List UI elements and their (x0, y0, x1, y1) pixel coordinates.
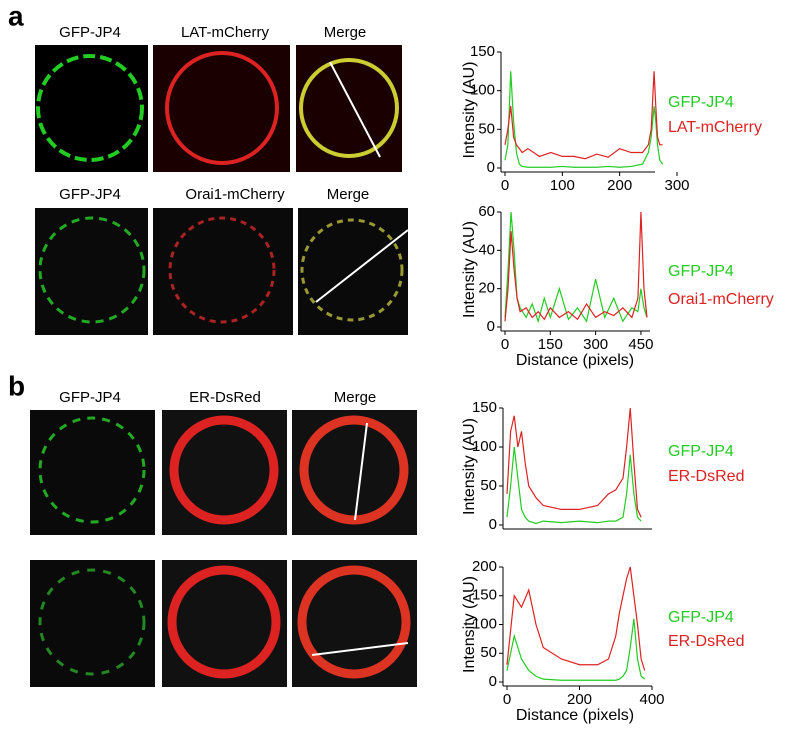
x-axis-label: Distance (pixels) (516, 352, 634, 369)
y-tick-label: 0 (489, 516, 497, 533)
x-tick-label: 200 (607, 177, 632, 194)
data-line (506, 407, 642, 518)
y-axis-label: Intensity (AU) (461, 418, 478, 515)
x-tick-label: 100 (550, 177, 575, 194)
y-axis-label: Intensity (AU) (461, 62, 478, 159)
y-tick-label: 50 (480, 477, 497, 494)
data-line (506, 446, 642, 525)
legend-entry: GFP-JP4 (668, 263, 734, 280)
x-tick-label: 300 (664, 177, 689, 194)
y-tick-label: 0 (487, 318, 495, 335)
image-label: Merge (324, 24, 367, 41)
data-line (504, 211, 648, 322)
legend-entry: Orai1-mCherry (668, 291, 774, 308)
data-line (504, 71, 664, 168)
data-line (506, 618, 646, 681)
x-tick-label: 0 (503, 691, 511, 708)
legend-entry: LAT-mCherry (668, 119, 762, 136)
image-label: GFP-JP4 (59, 186, 121, 203)
data-line (504, 71, 663, 160)
micrographs (30, 45, 417, 687)
legend-entry: GFP-JP4 (668, 443, 734, 460)
y-tick-label: 60 (478, 203, 495, 220)
legend-entry: GFP-JP4 (668, 94, 734, 111)
y-tick-label: 100 (470, 82, 495, 99)
image-label: GFP-JP4 (59, 389, 121, 406)
y-tick-label: 150 (472, 587, 497, 604)
x-tick-label: 0 (501, 336, 509, 353)
legend-entry: GFP-JP4 (668, 609, 734, 626)
data-line (504, 211, 648, 324)
y-tick-label: 0 (489, 673, 497, 690)
y-tick-label: 150 (472, 399, 497, 416)
x-tick-label: 0 (501, 177, 509, 194)
image-label: LAT-mCherry (181, 24, 270, 41)
y-tick-label: 50 (478, 120, 495, 137)
y-tick-label: 100 (472, 615, 497, 632)
y-axis-label: Intensity (AU) (461, 576, 478, 673)
legend-entry: ER-DsRed (668, 633, 744, 650)
image-label: Merge (334, 389, 377, 406)
x-tick-label: 150 (538, 336, 563, 353)
legend-entry: ER-DsRed (668, 468, 744, 485)
y-tick-label: 0 (487, 159, 495, 176)
y-tick-label: 200 (472, 558, 497, 575)
y-axis-label: Intensity (AU) (461, 221, 478, 318)
y-tick-label: 40 (478, 241, 495, 258)
image-label: Merge (327, 186, 370, 203)
y-tick-label: 50 (480, 644, 497, 661)
x-tick-label: 450 (628, 336, 653, 353)
y-tick-label: 20 (478, 280, 495, 297)
y-tick-label: 150 (470, 43, 495, 60)
panel-label: a (8, 0, 24, 31)
image-label: GFP-JP4 (59, 24, 121, 41)
x-tick-label: 200 (567, 691, 592, 708)
panel-label: b (8, 370, 25, 401)
x-axis-label: Distance (pixels) (516, 707, 634, 724)
y-tick-label: 100 (472, 438, 497, 455)
x-tick-label: 400 (639, 691, 664, 708)
image-label: Orai1-mCherry (185, 186, 285, 203)
image-label: ER-DsRed (189, 389, 261, 406)
data-line (506, 566, 646, 671)
x-tick-label: 300 (583, 336, 608, 353)
